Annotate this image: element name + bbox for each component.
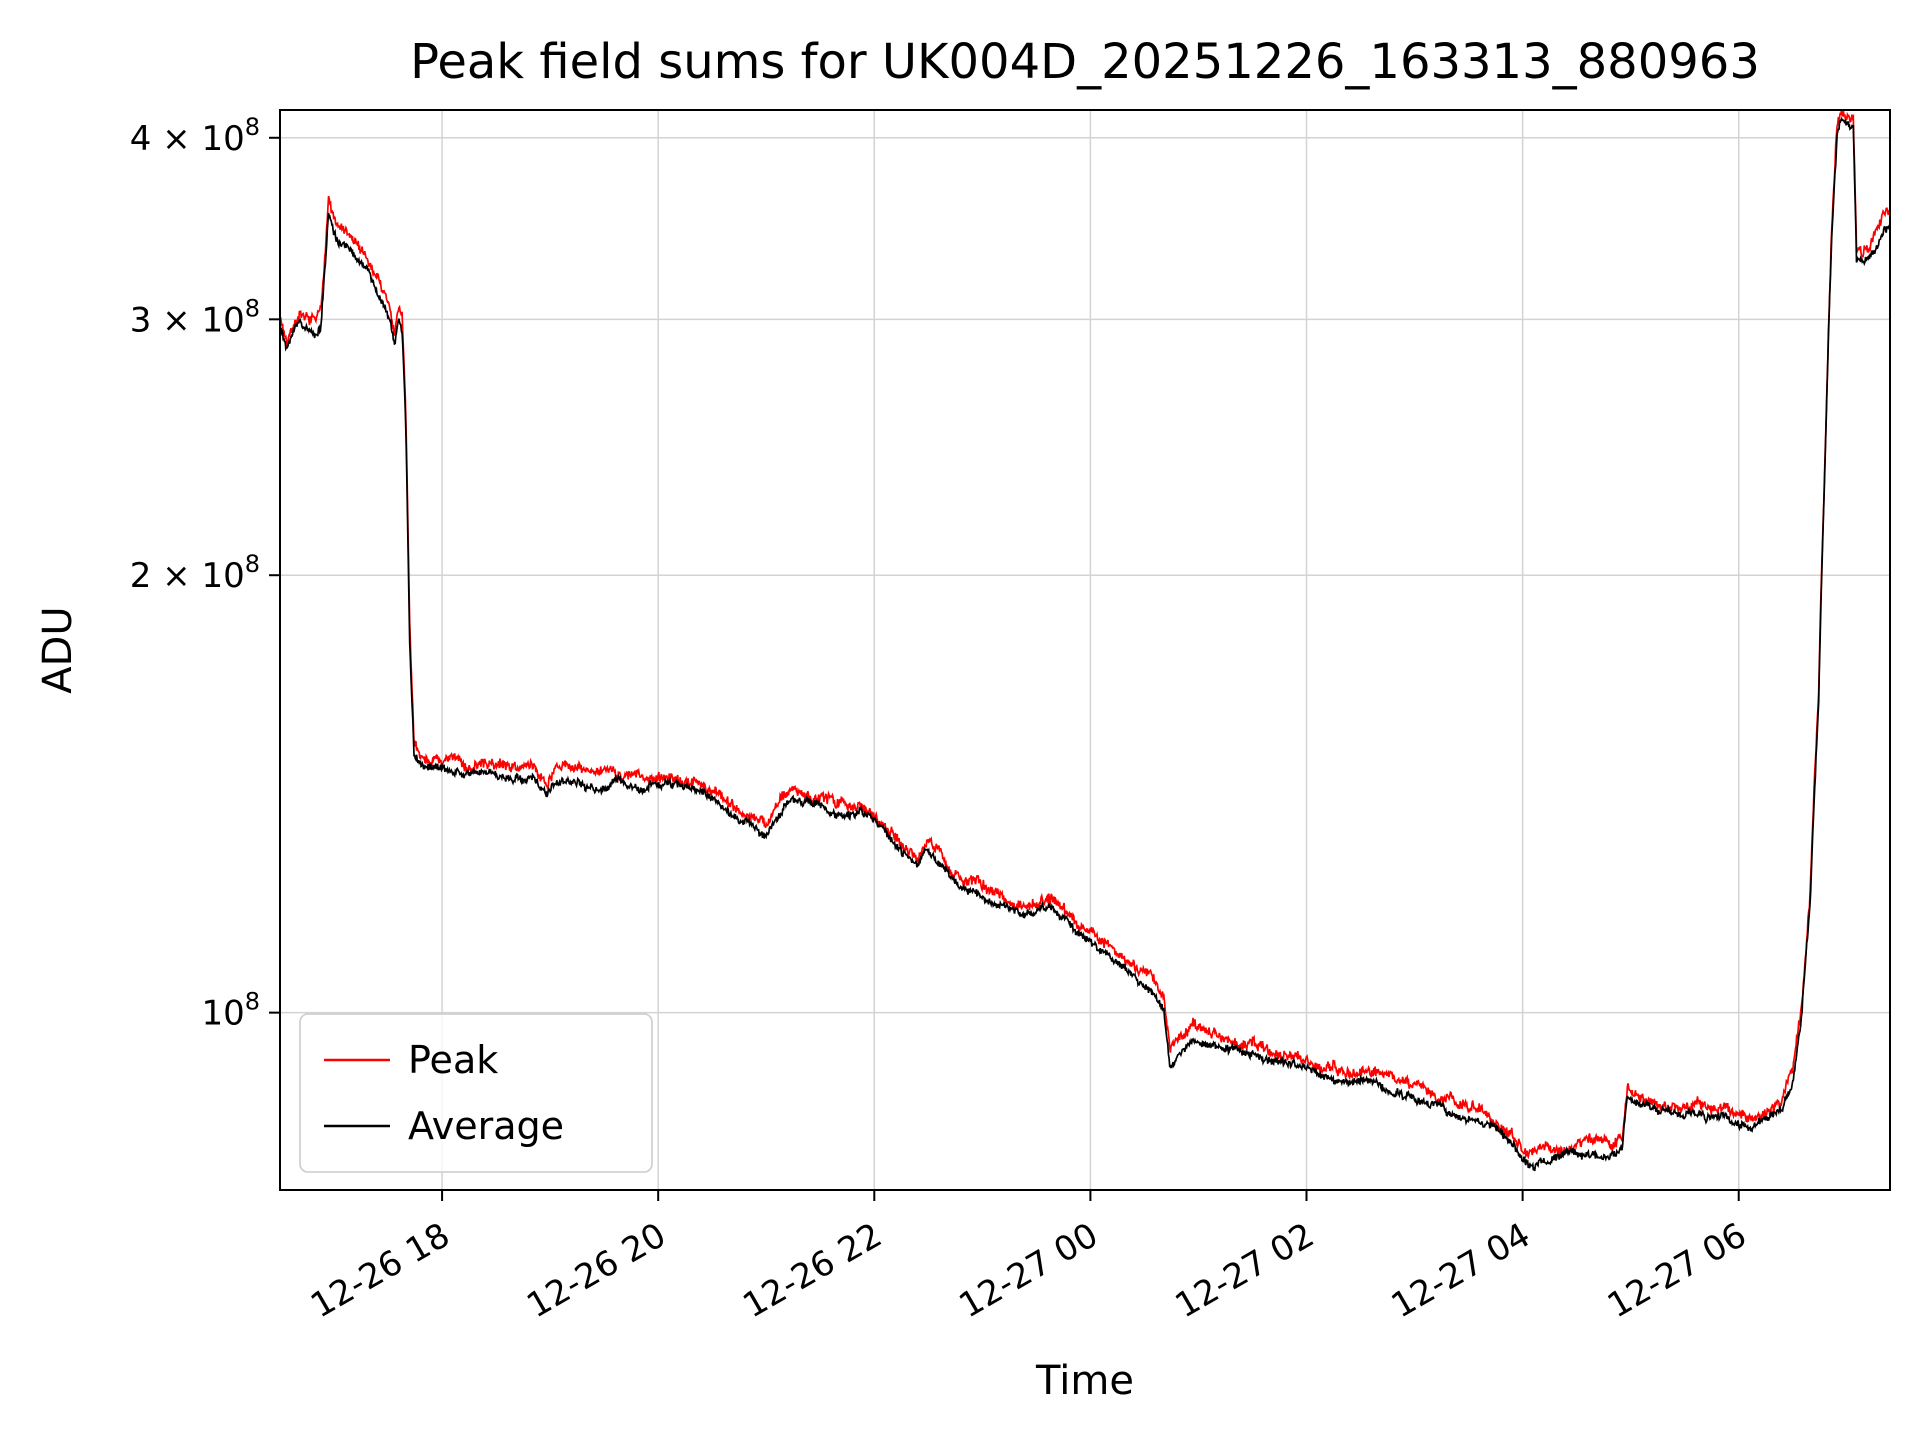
y-tick-label: 108 xyxy=(201,988,260,1034)
series-average-line xyxy=(280,116,1890,1172)
y-axis-label: ADU xyxy=(35,606,81,694)
series-peak-line xyxy=(280,110,1890,1160)
y-tick-label: 2 × 108 xyxy=(130,550,260,596)
chart-title: Peak field sums for UK004D_20251226_1633… xyxy=(410,34,1760,90)
x-axis-label: Time xyxy=(1036,1358,1134,1404)
legend-label-peak: Peak xyxy=(408,1038,498,1082)
y-tick-label: 4 × 108 xyxy=(130,113,260,159)
legend-box xyxy=(299,1013,653,1173)
series-group xyxy=(280,110,1890,1172)
axes-spines xyxy=(279,109,1891,1191)
legend-label-average: Average xyxy=(408,1104,564,1148)
axes-background xyxy=(280,110,1890,1190)
y-tick-label: 3 × 108 xyxy=(130,294,260,340)
